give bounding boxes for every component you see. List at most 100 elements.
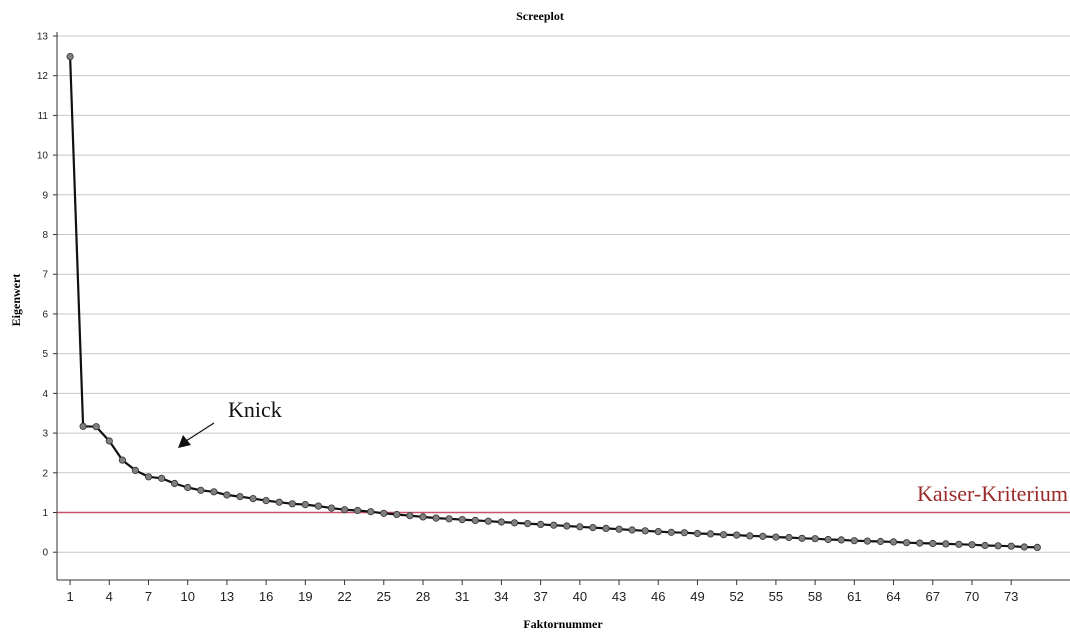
data-point xyxy=(863,537,872,545)
series-line xyxy=(69,56,1038,549)
data-point xyxy=(158,474,166,482)
y-tick-label: 0 xyxy=(42,548,48,559)
data-point xyxy=(406,512,414,520)
x-axis-ticks: 1 4 7 10 13 16 19 22 25 28 31 34 37 40 43 46 49 52 55 58 61 6… xyxy=(66,580,1018,604)
data-point xyxy=(301,500,309,509)
data-point xyxy=(667,528,675,536)
data-point xyxy=(314,502,322,510)
data-point xyxy=(536,520,545,529)
x-tick-label: 34 xyxy=(494,589,508,604)
data-point xyxy=(249,494,257,503)
data-point xyxy=(275,498,283,506)
data-point xyxy=(288,500,296,508)
data-point xyxy=(811,535,819,543)
data-point xyxy=(733,531,741,539)
y-tick-label: 2 xyxy=(42,468,48,479)
chart-title: Screeplot xyxy=(516,9,564,23)
knick-annotation-label: Knick xyxy=(228,397,282,422)
data-point xyxy=(680,529,689,537)
data-point xyxy=(327,504,336,512)
data-point xyxy=(105,437,113,445)
x-tick-label: 55 xyxy=(769,589,783,604)
data-point xyxy=(798,534,806,542)
data-point xyxy=(419,513,427,521)
data-point xyxy=(1033,543,1041,552)
data-point xyxy=(66,52,74,61)
y-tick-label: 8 xyxy=(42,230,48,241)
data-point xyxy=(615,525,623,533)
x-tick-label: 58 xyxy=(808,589,822,604)
x-tick-label: 31 xyxy=(455,589,469,604)
data-point xyxy=(746,532,754,540)
x-tick-label: 28 xyxy=(416,589,430,604)
data-point xyxy=(510,519,519,527)
data-point xyxy=(393,510,401,519)
data-point xyxy=(981,541,989,550)
data-point xyxy=(432,514,440,522)
data-point xyxy=(144,473,153,481)
data-point xyxy=(79,422,87,430)
data-point xyxy=(968,541,976,549)
data-point xyxy=(654,527,662,536)
data-point xyxy=(785,533,793,542)
data-point xyxy=(602,524,610,533)
data-point xyxy=(589,523,597,532)
knick-annotation-arrow xyxy=(178,422,215,448)
y-axis-label: Eigenwert xyxy=(9,274,23,327)
data-point xyxy=(706,530,715,538)
data-point xyxy=(523,519,532,528)
data-point xyxy=(759,532,767,540)
data-point xyxy=(223,491,231,499)
x-tick-label: 64 xyxy=(886,589,900,604)
data-point xyxy=(850,537,858,545)
data-point xyxy=(955,540,963,548)
data-point xyxy=(197,486,205,494)
data-point xyxy=(550,521,558,529)
data-point xyxy=(184,483,192,492)
data-point xyxy=(484,517,492,525)
data-point xyxy=(929,539,937,548)
x-tick-label: 52 xyxy=(729,589,743,604)
data-point xyxy=(576,523,584,531)
data-point xyxy=(471,516,479,525)
y-tick-label: 6 xyxy=(42,309,48,320)
x-tick-label: 13 xyxy=(220,589,234,604)
data-point xyxy=(772,533,780,541)
x-tick-label: 70 xyxy=(965,589,979,604)
x-tick-label: 61 xyxy=(847,589,861,604)
x-tick-label: 7 xyxy=(145,589,152,604)
y-tick-label: 11 xyxy=(38,111,49,122)
y-tick-label: 5 xyxy=(42,349,48,360)
data-point xyxy=(563,522,571,530)
data-point xyxy=(994,542,1002,550)
data-point xyxy=(824,535,832,544)
x-tick-label: 49 xyxy=(690,589,704,604)
eigenvalue-series xyxy=(66,52,1041,552)
data-point xyxy=(445,515,453,523)
data-point xyxy=(902,539,911,547)
x-tick-label: 4 xyxy=(106,589,113,604)
data-point xyxy=(353,506,362,515)
data-point xyxy=(497,518,505,526)
x-tick-label: 67 xyxy=(926,589,940,604)
x-tick-label: 40 xyxy=(573,589,587,604)
y-tick-label: 13 xyxy=(37,31,49,42)
data-point xyxy=(458,515,466,524)
y-tick-label: 4 xyxy=(42,389,48,400)
x-tick-label: 25 xyxy=(377,589,391,604)
data-point xyxy=(118,456,127,464)
data-point xyxy=(837,536,845,544)
data-point xyxy=(92,423,100,431)
data-point xyxy=(916,539,924,547)
data-point xyxy=(1020,543,1028,551)
data-point xyxy=(262,496,270,505)
data-point xyxy=(340,506,349,514)
data-point xyxy=(876,537,885,546)
x-tick-label: 19 xyxy=(298,589,312,604)
data-point xyxy=(641,527,649,535)
data-point xyxy=(236,492,244,501)
data-point xyxy=(889,538,898,546)
kaiser-criterion-label: Kaiser-Kriterium xyxy=(917,481,1068,506)
